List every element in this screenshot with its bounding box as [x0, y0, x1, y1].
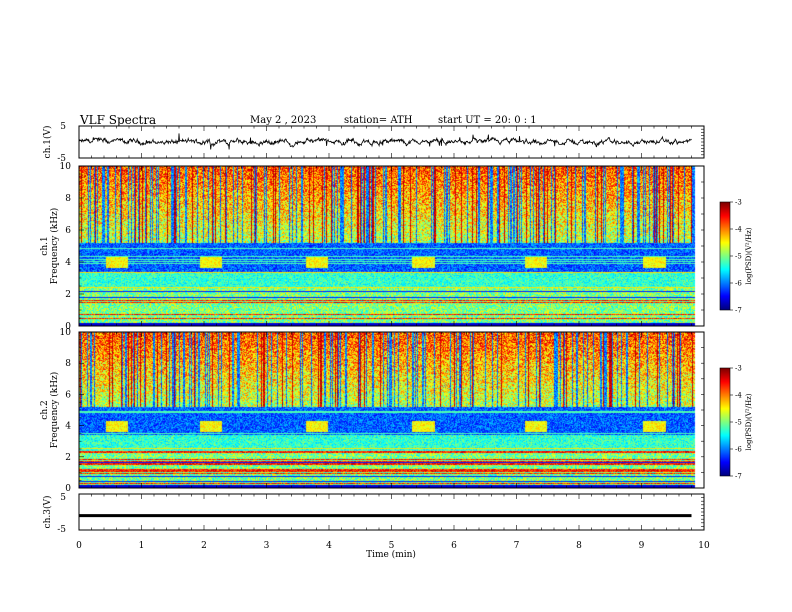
ch1-ylabel: ch.1(V)	[42, 126, 53, 159]
x-tick-label: 5	[389, 541, 395, 551]
x-tick-label: 10	[698, 541, 710, 551]
figure-title: VLF Spectra	[79, 113, 156, 127]
x-tick-label: 4	[326, 541, 332, 551]
ch1-spectrogram-image	[79, 166, 704, 326]
colorbar-gradient	[720, 202, 730, 310]
colorbar-tick-label: -3	[735, 365, 742, 373]
colorbar-tick-label: -4	[735, 226, 742, 234]
colorbar-tick-label: -4	[735, 392, 742, 400]
ch3-ytick-bottom: -5	[57, 525, 66, 535]
ch1-spec-ylabel-line1: ch.1	[40, 236, 50, 255]
y-tick-label: 8	[65, 194, 71, 204]
panel-ch3-ticks	[78, 493, 705, 531]
y-tick-label: 10	[60, 328, 72, 338]
ch1-ytick-top: 5	[60, 122, 66, 132]
ch1-ytick-bottom: -5	[57, 154, 66, 164]
ch3-ytick-top: 5	[60, 493, 66, 503]
panel-ch3-timeseries: 5 -5 ch.3(V)	[42, 493, 705, 535]
x-tick-label: 2	[201, 541, 207, 551]
x-tick-label: 1	[139, 541, 145, 551]
time-axis-label: Time (min)	[366, 549, 416, 560]
panel-ch1-timeseries: 5 -5 ch.1(V)	[42, 122, 705, 164]
panel-ch2-spec-xticks	[78, 331, 705, 489]
y-tick-label: 6	[65, 226, 71, 236]
y-tick-label: 4	[65, 258, 71, 268]
y-tick-label: 8	[65, 359, 71, 369]
ch3-ylabel: ch.3(V)	[42, 496, 53, 529]
colorbar-tick-label: -3	[735, 199, 742, 207]
start-time-label: start UT = 20: 0 : 1	[438, 115, 537, 126]
date-label: May 2 , 2023	[250, 115, 316, 126]
ch1-frequency-ticks: 0 2 4 6 8 10	[60, 162, 84, 332]
ch1-colorbar-label: log(PSD)(V²/Hz)	[745, 227, 753, 284]
x-tick-label: 7	[514, 541, 520, 551]
colorbar-tick-label: -6	[735, 446, 742, 454]
station-label: station= ATH	[344, 115, 413, 126]
ch1-series-line	[78, 133, 692, 150]
ch2-colorbar-label: log(PSD)(V²/Hz)	[745, 393, 753, 450]
ch2-spec-ylabel-line2: Frequency (kHz)	[49, 372, 60, 449]
panel-ch1-ticks	[78, 125, 705, 159]
colorbar-tick-label: -7	[735, 473, 742, 481]
x-tick-label: 3	[264, 541, 270, 551]
panel-ch3-frame	[78, 493, 705, 531]
colorbar-gradient	[720, 368, 730, 476]
y-tick-label: 0	[65, 484, 71, 494]
colorbar-tick-label: -5	[735, 253, 742, 261]
y-tick-label: 2	[65, 453, 71, 463]
y-tick-label: 0	[65, 322, 71, 332]
y-tick-label: 6	[65, 390, 71, 400]
y-tick-label: 4	[65, 422, 71, 432]
panel-ch1-spec-xticks	[78, 165, 705, 327]
colorbar-tick-label: -7	[735, 307, 742, 315]
x-tick-label: 9	[639, 541, 645, 551]
ch2-frequency-ticks: 0 2 4 6 8 10	[60, 328, 84, 494]
x-tick-label: 8	[576, 541, 582, 551]
ch2-spectrogram-image	[79, 332, 704, 488]
x-tick-label: 0	[76, 541, 82, 551]
x-tick-label: 6	[451, 541, 457, 551]
ch1-spec-ylabel-line2: Frequency (kHz)	[49, 208, 60, 285]
ch1-colorbar-ticks: -3 -4 -5 -6 -7	[730, 199, 742, 315]
colorbar-tick-label: -6	[735, 280, 742, 288]
ch2-colorbar-ticks: -3 -4 -5 -6 -7	[730, 365, 742, 481]
time-axis-tick-labels: 0 1 2 3 4 5 6 7 8 9 10	[76, 541, 710, 551]
y-tick-label: 10	[60, 162, 72, 172]
y-tick-label: 2	[65, 290, 71, 300]
ch2-spec-ylabel-line1: ch.2	[40, 400, 50, 419]
colorbar-tick-label: -5	[735, 419, 742, 427]
